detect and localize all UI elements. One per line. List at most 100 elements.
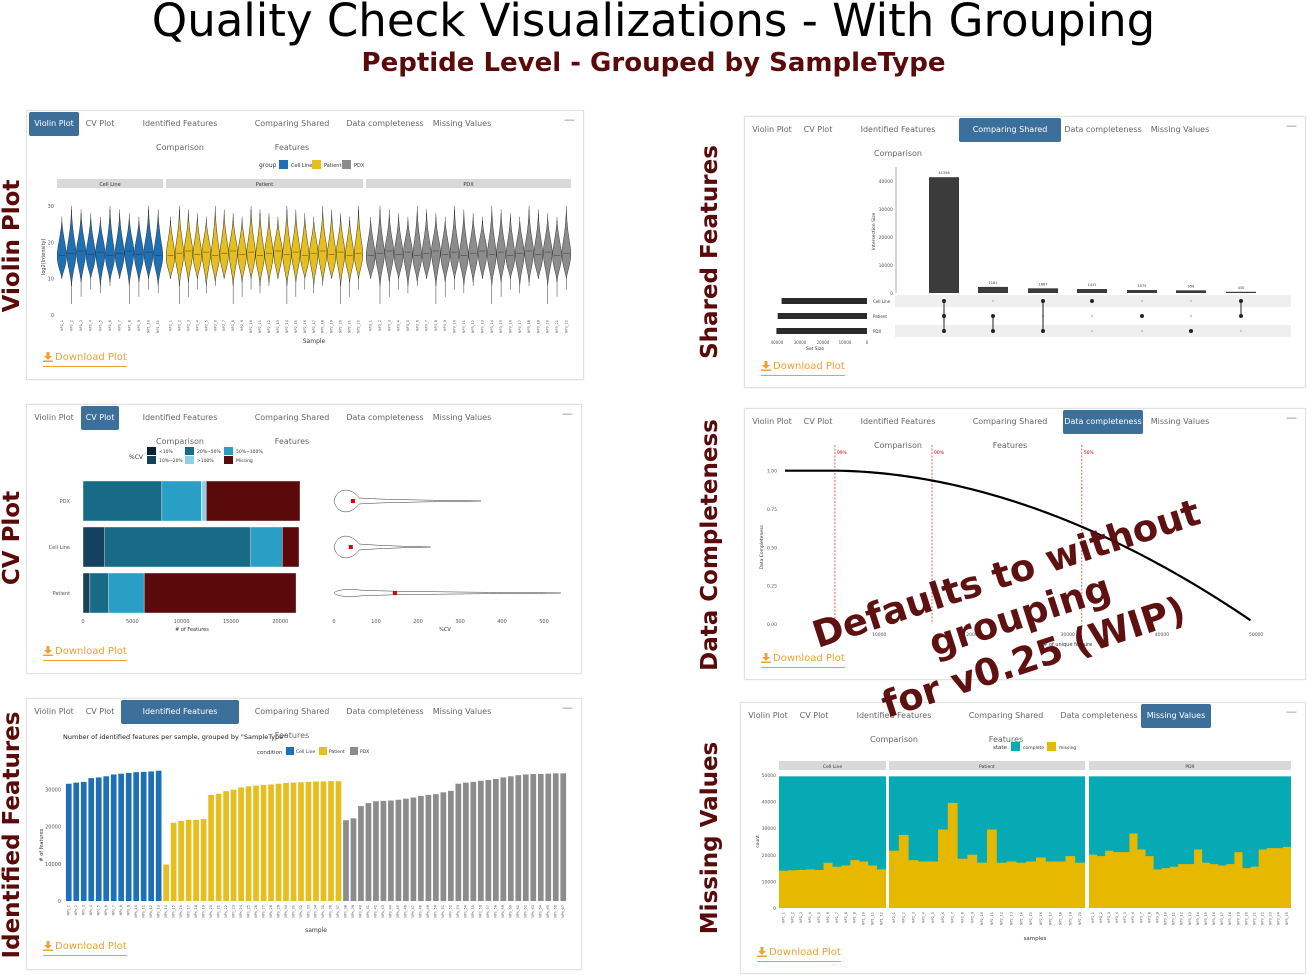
x-tick-label: NP2_3 bbox=[186, 320, 190, 331]
tab-cv-plot[interactable]: CV Plot bbox=[85, 707, 115, 716]
download-plot-button[interactable]: Download Plot bbox=[761, 653, 845, 668]
tab-identified-features[interactable]: Identified Features Comparison bbox=[142, 119, 218, 152]
facet-label: PDX bbox=[1185, 764, 1194, 770]
tab-violin-plot[interactable]: Violin Plot bbox=[34, 413, 74, 422]
x-tick-label: NP3_20 bbox=[546, 320, 550, 333]
identified-panel: Violin Plot CV Plot Identified Features Co… bbox=[26, 698, 582, 970]
x-tick-label: NP3_23 bbox=[1269, 912, 1273, 925]
tab-identified-features[interactable]: Identified Features Comparison bbox=[860, 417, 936, 450]
tab-violin-plot[interactable]: Violin Plot bbox=[29, 112, 79, 136]
minimize-button[interactable]: — bbox=[1286, 705, 1297, 718]
tab-cv-plot[interactable]: CV Plot bbox=[803, 125, 833, 134]
y-tick-label: 30000 bbox=[879, 207, 893, 213]
tab-cv-plot[interactable]: CV Plot bbox=[799, 711, 829, 720]
tab-shared-features[interactable]: Comparing Shared Features bbox=[254, 707, 330, 740]
tab-missing-values[interactable]: Missing Values bbox=[1141, 704, 1211, 728]
identified-chart: Number of identified features per sample… bbox=[39, 733, 567, 934]
x-tick-label: NPs_19 bbox=[201, 905, 205, 918]
x-tick-label: 400 bbox=[497, 619, 507, 625]
tab-cv-plot[interactable]: CV Plot bbox=[85, 119, 115, 128]
download-plot-button[interactable]: Download Plot bbox=[43, 941, 127, 956]
cv-mean-point bbox=[350, 499, 355, 503]
minimize-button[interactable]: — bbox=[564, 113, 575, 126]
tab-shared-features[interactable]: Comparing Shared Features bbox=[968, 711, 1044, 744]
tab-violin-plot[interactable]: Violin Plot bbox=[748, 711, 788, 720]
x-tick-label: NP1_2 bbox=[790, 912, 794, 923]
tab-cv-plot[interactable]: CV Plot bbox=[803, 417, 833, 426]
x-axis-label: # of Features bbox=[175, 627, 209, 633]
tab-cv-plot[interactable]: CV Plot bbox=[81, 406, 119, 430]
download-plot-button[interactable]: Download Plot bbox=[761, 361, 845, 376]
x-tick-label: NPs_15 bbox=[171, 905, 175, 918]
tab-violin-plot[interactable]: Violin Plot bbox=[752, 125, 792, 134]
x-tick-label: NPs_58 bbox=[494, 905, 498, 918]
feature-bar bbox=[170, 822, 177, 901]
tab-identified-features[interactable]: Identified Features Comparison bbox=[121, 700, 239, 740]
completeness-chart: 0.00 0.25 0.50 0.75 1.00 Data Completeness 100… bbox=[759, 445, 1263, 648]
feature-bar bbox=[223, 791, 229, 901]
x-tick-label: NP3_16 bbox=[508, 320, 512, 333]
threshold-label: 90% bbox=[934, 450, 945, 456]
minimize-button[interactable]: — bbox=[562, 701, 573, 714]
facet-label: Patient bbox=[979, 764, 995, 770]
legend-label: Cell Line bbox=[296, 749, 315, 755]
feature-bar bbox=[290, 782, 297, 901]
y-axis-label: Data Completeness bbox=[759, 525, 765, 570]
tab-missing-values[interactable]: Missing Values bbox=[432, 413, 492, 422]
tab-data-completeness[interactable]: Data completeness bbox=[346, 707, 424, 716]
tab-data-completeness[interactable]: Data completeness bbox=[1064, 125, 1142, 134]
tab-violin-plot[interactable]: Violin Plot bbox=[34, 707, 74, 716]
set-size-bar bbox=[781, 298, 867, 304]
legend-label: Cell Line bbox=[291, 163, 312, 169]
x-tick-label: NP1_1 bbox=[781, 912, 785, 923]
feature-bar bbox=[148, 771, 155, 901]
tab-bar: Violin Plot CV Plot Identified Features Co… bbox=[27, 699, 581, 740]
tab-shared-features[interactable]: Comparing Shared Features bbox=[959, 118, 1061, 158]
minimize-button[interactable]: — bbox=[1286, 411, 1297, 424]
x-tick-label: 0 bbox=[332, 619, 335, 625]
x-tick-label: NP1_11 bbox=[871, 912, 875, 925]
x-tick-label: NP2_8 bbox=[231, 320, 235, 331]
tab-missing-values[interactable]: Missing Values bbox=[432, 119, 492, 128]
x-tick-label: NP3_19 bbox=[1236, 912, 1240, 925]
tab-identified-features[interactable]: Identified Features Comparison bbox=[856, 711, 932, 744]
x-tick-label: NPs_24 bbox=[239, 904, 243, 917]
legend-swatch bbox=[319, 747, 327, 755]
tab-shared-features[interactable]: Comparing Shared Features bbox=[254, 413, 330, 446]
tab-data-completeness[interactable]: Data completeness bbox=[346, 413, 424, 422]
download-plot-button[interactable]: Download Plot bbox=[757, 947, 841, 962]
x-tick-label: NP2_21 bbox=[348, 320, 352, 333]
feature-bar bbox=[388, 800, 394, 901]
tab-shared-features[interactable]: Comparing Shared Features bbox=[972, 417, 1048, 450]
bar-value-label: 956 bbox=[1188, 284, 1195, 288]
minimize-button[interactable]: — bbox=[1286, 119, 1297, 132]
tab-data-completeness[interactable]: Data completeness bbox=[1063, 410, 1143, 434]
x-tick-label: NPs_57 bbox=[486, 905, 490, 918]
chart-title: Number of identified features per sample… bbox=[63, 733, 286, 741]
tab-missing-values[interactable]: Missing Values bbox=[432, 707, 492, 716]
tab-data-completeness[interactable]: Data completeness bbox=[346, 119, 424, 128]
tab-missing-values[interactable]: Missing Values bbox=[1150, 125, 1210, 134]
tab-missing-values[interactable]: Missing Values bbox=[1150, 417, 1210, 426]
tab-identified-features[interactable]: Identified Features Comparison bbox=[860, 125, 936, 158]
x-tick-label: NPs_31 bbox=[291, 905, 295, 918]
tab-violin-plot[interactable]: Violin Plot bbox=[752, 417, 792, 426]
download-plot-button[interactable]: Download Plot bbox=[43, 646, 127, 661]
x-tick-label: NP3_7 bbox=[1139, 912, 1143, 923]
y-tick-label: 20000 bbox=[45, 825, 61, 831]
x-tick-label: NP2_18 bbox=[1058, 912, 1062, 925]
violin-mark bbox=[228, 216, 238, 286]
violin-mark bbox=[85, 216, 96, 279]
minimize-button[interactable]: — bbox=[562, 407, 573, 420]
feature-bar bbox=[253, 785, 259, 901]
x-tick-label: NP2_19 bbox=[330, 320, 334, 333]
download-plot-button[interactable]: Download Plot bbox=[43, 352, 127, 367]
violin-mark bbox=[487, 209, 497, 286]
tab-identified-features[interactable]: Identified Features Comparison bbox=[142, 413, 218, 446]
legend-swatch bbox=[1047, 742, 1056, 751]
tab-shared-features[interactable]: Comparing Shared Features bbox=[254, 119, 330, 152]
tab-data-completeness[interactable]: Data completeness bbox=[1060, 711, 1138, 720]
x-tick-label: NPs_32 bbox=[299, 905, 303, 918]
x-tick-label: NPs_42 bbox=[374, 905, 378, 918]
x-tick-label: 40000 bbox=[771, 340, 784, 345]
